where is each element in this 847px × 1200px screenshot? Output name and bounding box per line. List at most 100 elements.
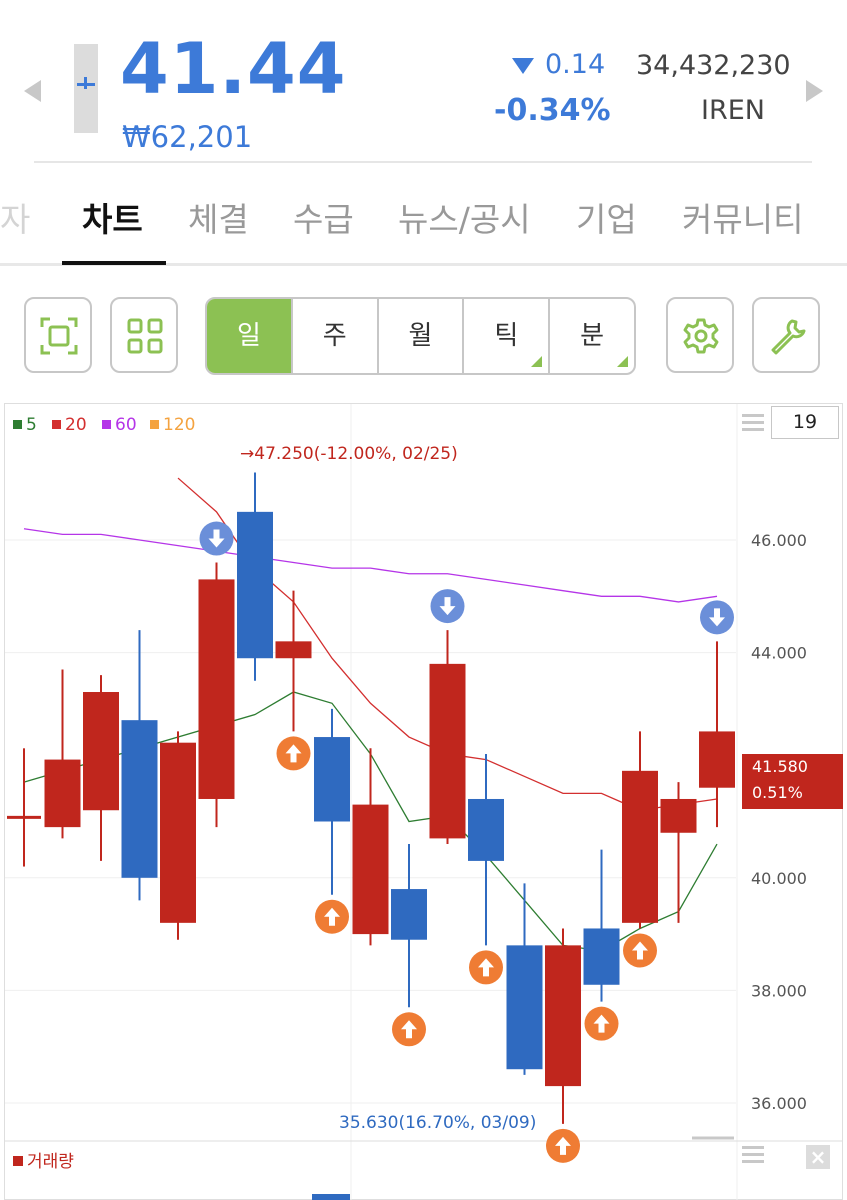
candle-body bbox=[198, 579, 235, 799]
volume-label: 거래량 bbox=[27, 1152, 74, 1172]
next-stock-arrow-icon[interactable] bbox=[806, 80, 823, 102]
tab-supply-demand[interactable]: 수급 bbox=[293, 200, 354, 239]
low-label-text: 35.630(16.70%, 03/09) bbox=[339, 1113, 537, 1133]
tab-chart[interactable]: 차트 bbox=[82, 200, 143, 239]
candle-body bbox=[121, 720, 158, 878]
period-label: 분 bbox=[580, 321, 605, 351]
fullscreen-icon bbox=[40, 317, 78, 355]
legend-label: 120 bbox=[163, 415, 196, 435]
volume-menu-icon[interactable] bbox=[742, 1146, 764, 1167]
candle-body bbox=[7, 815, 41, 819]
close-icon[interactable]: × bbox=[806, 1145, 830, 1169]
ma60-line bbox=[23, 528, 718, 603]
candle-body bbox=[545, 945, 581, 1087]
period-selector: 일 주 월 틱 분 bbox=[205, 297, 636, 375]
signal-arrow-icon bbox=[632, 941, 648, 960]
candle-body bbox=[391, 889, 427, 940]
y-tick-label: 44.000 bbox=[751, 644, 807, 663]
period-minute[interactable]: 분 bbox=[548, 299, 634, 373]
candle-body bbox=[699, 731, 735, 788]
high-price-label: →47.250(-12.00%, 02/25) bbox=[240, 444, 458, 464]
period-week[interactable]: 주 bbox=[290, 299, 377, 373]
fullscreen-button[interactable] bbox=[24, 297, 92, 373]
active-tab-indicator bbox=[62, 261, 166, 265]
y-tick-label: 36.000 bbox=[751, 1094, 807, 1113]
krw-price: ₩62,201 bbox=[122, 120, 253, 154]
signal-arrow-icon bbox=[593, 1014, 610, 1033]
current-price-percent: 0.51% bbox=[752, 783, 803, 802]
high-label-text: 47.250(-12.00%, 02/25) bbox=[254, 444, 458, 464]
settings-button[interactable] bbox=[666, 297, 734, 373]
signal-arrow-icon bbox=[709, 608, 725, 627]
volume-bar bbox=[312, 1194, 350, 1200]
settings-icon bbox=[683, 318, 719, 354]
candle-body bbox=[622, 770, 658, 923]
candle-body bbox=[83, 692, 119, 811]
legend-label: 5 bbox=[26, 415, 37, 435]
options-corner-icon bbox=[616, 356, 628, 367]
ma5-line bbox=[23, 691, 718, 952]
ticker-symbol: IREN bbox=[701, 95, 765, 126]
candle-body bbox=[583, 928, 620, 985]
tabs-divider bbox=[0, 263, 847, 266]
tab-trades[interactable]: 체결 bbox=[188, 200, 249, 239]
signal-arrow-icon bbox=[208, 529, 225, 548]
period-month[interactable]: 월 bbox=[376, 299, 463, 373]
change-value: 0.14 bbox=[545, 49, 606, 80]
signal-arrow-icon bbox=[439, 597, 456, 616]
candle-body bbox=[275, 641, 312, 659]
current-price-value: 41.580 bbox=[752, 757, 808, 776]
chart-menu-icon[interactable] bbox=[742, 414, 764, 435]
tab-partial[interactable]: 자 bbox=[0, 200, 31, 239]
change-percent: -0.34% bbox=[494, 93, 611, 128]
legend-swatch bbox=[13, 419, 22, 429]
period-tick[interactable]: 틱 bbox=[462, 299, 548, 373]
period-label: 주 bbox=[322, 321, 347, 351]
candle-body bbox=[352, 804, 389, 935]
options-corner-icon bbox=[531, 356, 543, 367]
wrench-icon bbox=[771, 319, 806, 355]
current-price: 41.44 bbox=[120, 28, 347, 110]
signal-arrow-icon bbox=[285, 744, 302, 763]
candle-body bbox=[468, 798, 504, 861]
price-range-gauge bbox=[74, 44, 98, 133]
down-triangle-icon bbox=[512, 58, 534, 74]
y-tick-label: 46.000 bbox=[751, 531, 807, 550]
candle-body bbox=[660, 798, 697, 833]
y-tick-label: 38.000 bbox=[751, 981, 807, 1000]
trade-volume: 34,432,230 bbox=[636, 50, 791, 81]
legend-swatch bbox=[102, 419, 111, 429]
legend-ma5: 5 bbox=[13, 415, 37, 435]
zoom-count-box[interactable]: 19 bbox=[771, 406, 839, 439]
y-tick-label: 40.000 bbox=[751, 869, 807, 888]
tab-company[interactable]: 기업 bbox=[576, 200, 637, 239]
period-label: 월 bbox=[408, 321, 433, 351]
layout-button[interactable] bbox=[110, 297, 178, 373]
legend-swatch bbox=[150, 419, 159, 429]
candle-body bbox=[429, 663, 466, 839]
legend-label: 20 bbox=[65, 415, 87, 435]
legend-swatch bbox=[52, 419, 61, 429]
candle-body bbox=[314, 737, 350, 822]
prev-stock-arrow-icon[interactable] bbox=[24, 80, 41, 102]
legend-swatch bbox=[13, 1156, 23, 1166]
tools-button[interactable] bbox=[752, 297, 820, 373]
low-price-label: 35.630(16.70%, 03/09) bbox=[339, 1113, 536, 1133]
signal-arrow-icon bbox=[324, 907, 340, 926]
signal-arrow-icon bbox=[555, 1136, 571, 1155]
period-label: 일 bbox=[236, 321, 261, 351]
tab-community[interactable]: 커뮤니티 bbox=[682, 200, 804, 239]
signal-arrow-icon bbox=[401, 1020, 417, 1039]
legend-ma120: 120 bbox=[150, 415, 195, 435]
signal-arrow-icon bbox=[478, 958, 494, 977]
period-day[interactable]: 일 bbox=[207, 299, 291, 373]
candle-body bbox=[237, 511, 273, 659]
candle-body bbox=[506, 945, 543, 1070]
grid-icon bbox=[127, 318, 163, 354]
tab-news[interactable]: 뉴스/공시 bbox=[398, 200, 531, 239]
current-price-tag: 41.580 0.51% bbox=[742, 754, 843, 809]
legend-label: 60 bbox=[115, 415, 137, 435]
legend-ma20: 20 bbox=[52, 415, 87, 435]
volume-legend: 거래량 bbox=[13, 1147, 74, 1172]
